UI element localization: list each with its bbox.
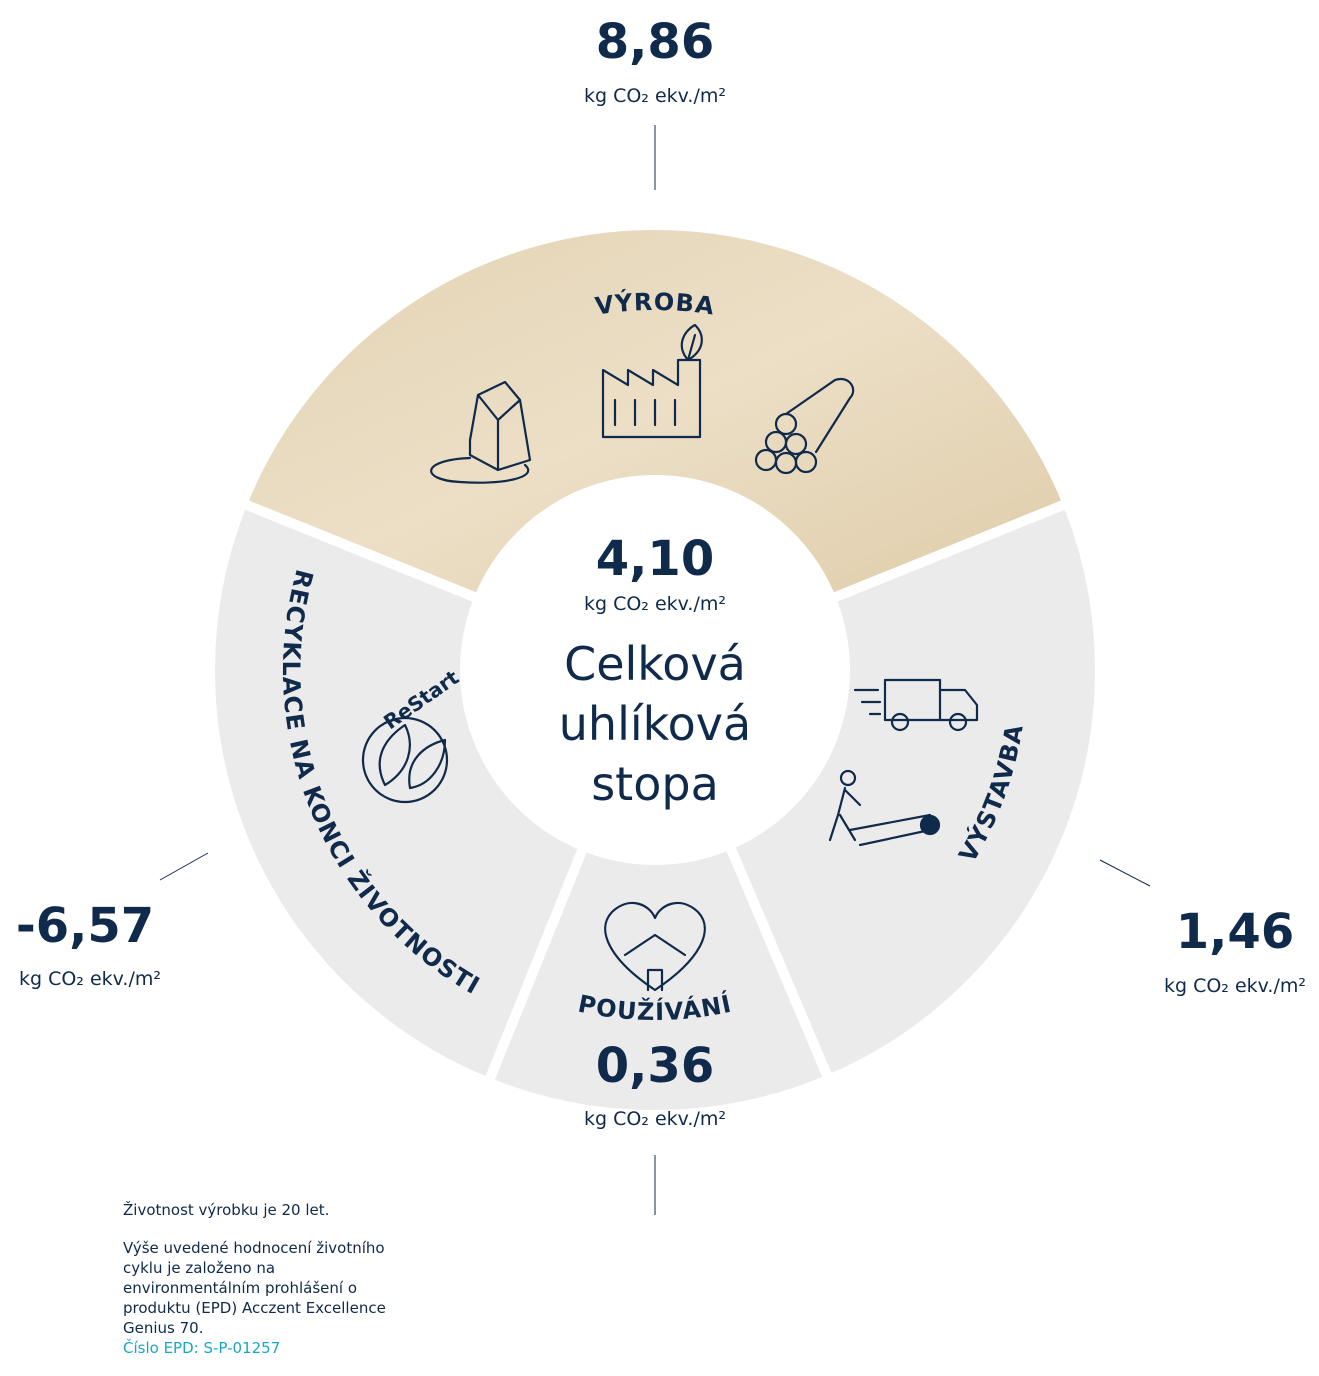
segment-unit: kg CO₂ ekv./m² — [584, 85, 726, 107]
center-label: uhlíková — [559, 697, 751, 751]
center-value: 4,10 — [596, 531, 714, 587]
description: Výše uvedené hodnocení životního cyklu j… — [123, 1238, 408, 1358]
page: VÝROBA VÝSTAVBA POUŽÍVÁNÍ RECYKLACE NA K… — [0, 0, 1319, 1327]
center-unit: kg CO₂ ekv./m² — [584, 593, 726, 615]
segment-name: VÝROBA — [593, 287, 716, 321]
connector — [1100, 860, 1150, 886]
segment-unit: kg CO₂ ekv./m² — [19, 968, 161, 990]
segment-value: -6,57 — [16, 898, 154, 954]
epd-link[interactable]: Číslo EPD: S-P-01257 — [123, 1339, 280, 1357]
footnote: Životnost výrobku je 20 let. Výše uveden… — [123, 1200, 408, 1376]
segment-value: 1,46 — [1176, 904, 1294, 960]
segment-label: VÝROBA — [593, 287, 716, 321]
connector — [160, 853, 208, 880]
segment-unit: kg CO₂ ekv./m² — [584, 1108, 726, 1130]
segment-value: 8,86 — [596, 14, 714, 70]
diagram: VÝROBA VÝSTAVBA POUŽÍVÁNÍ RECYKLACE NA K… — [0, 0, 1319, 1327]
segment-value: 0,36 — [596, 1038, 714, 1094]
segment-unit: kg CO₂ ekv./m² — [1164, 975, 1306, 997]
description-text: Výše uvedené hodnocení životního cyklu j… — [123, 1239, 386, 1337]
center-label: Celková — [564, 637, 746, 691]
center-label: stopa — [591, 757, 719, 811]
lifetime-note: Životnost výrobku je 20 let. — [123, 1200, 408, 1220]
